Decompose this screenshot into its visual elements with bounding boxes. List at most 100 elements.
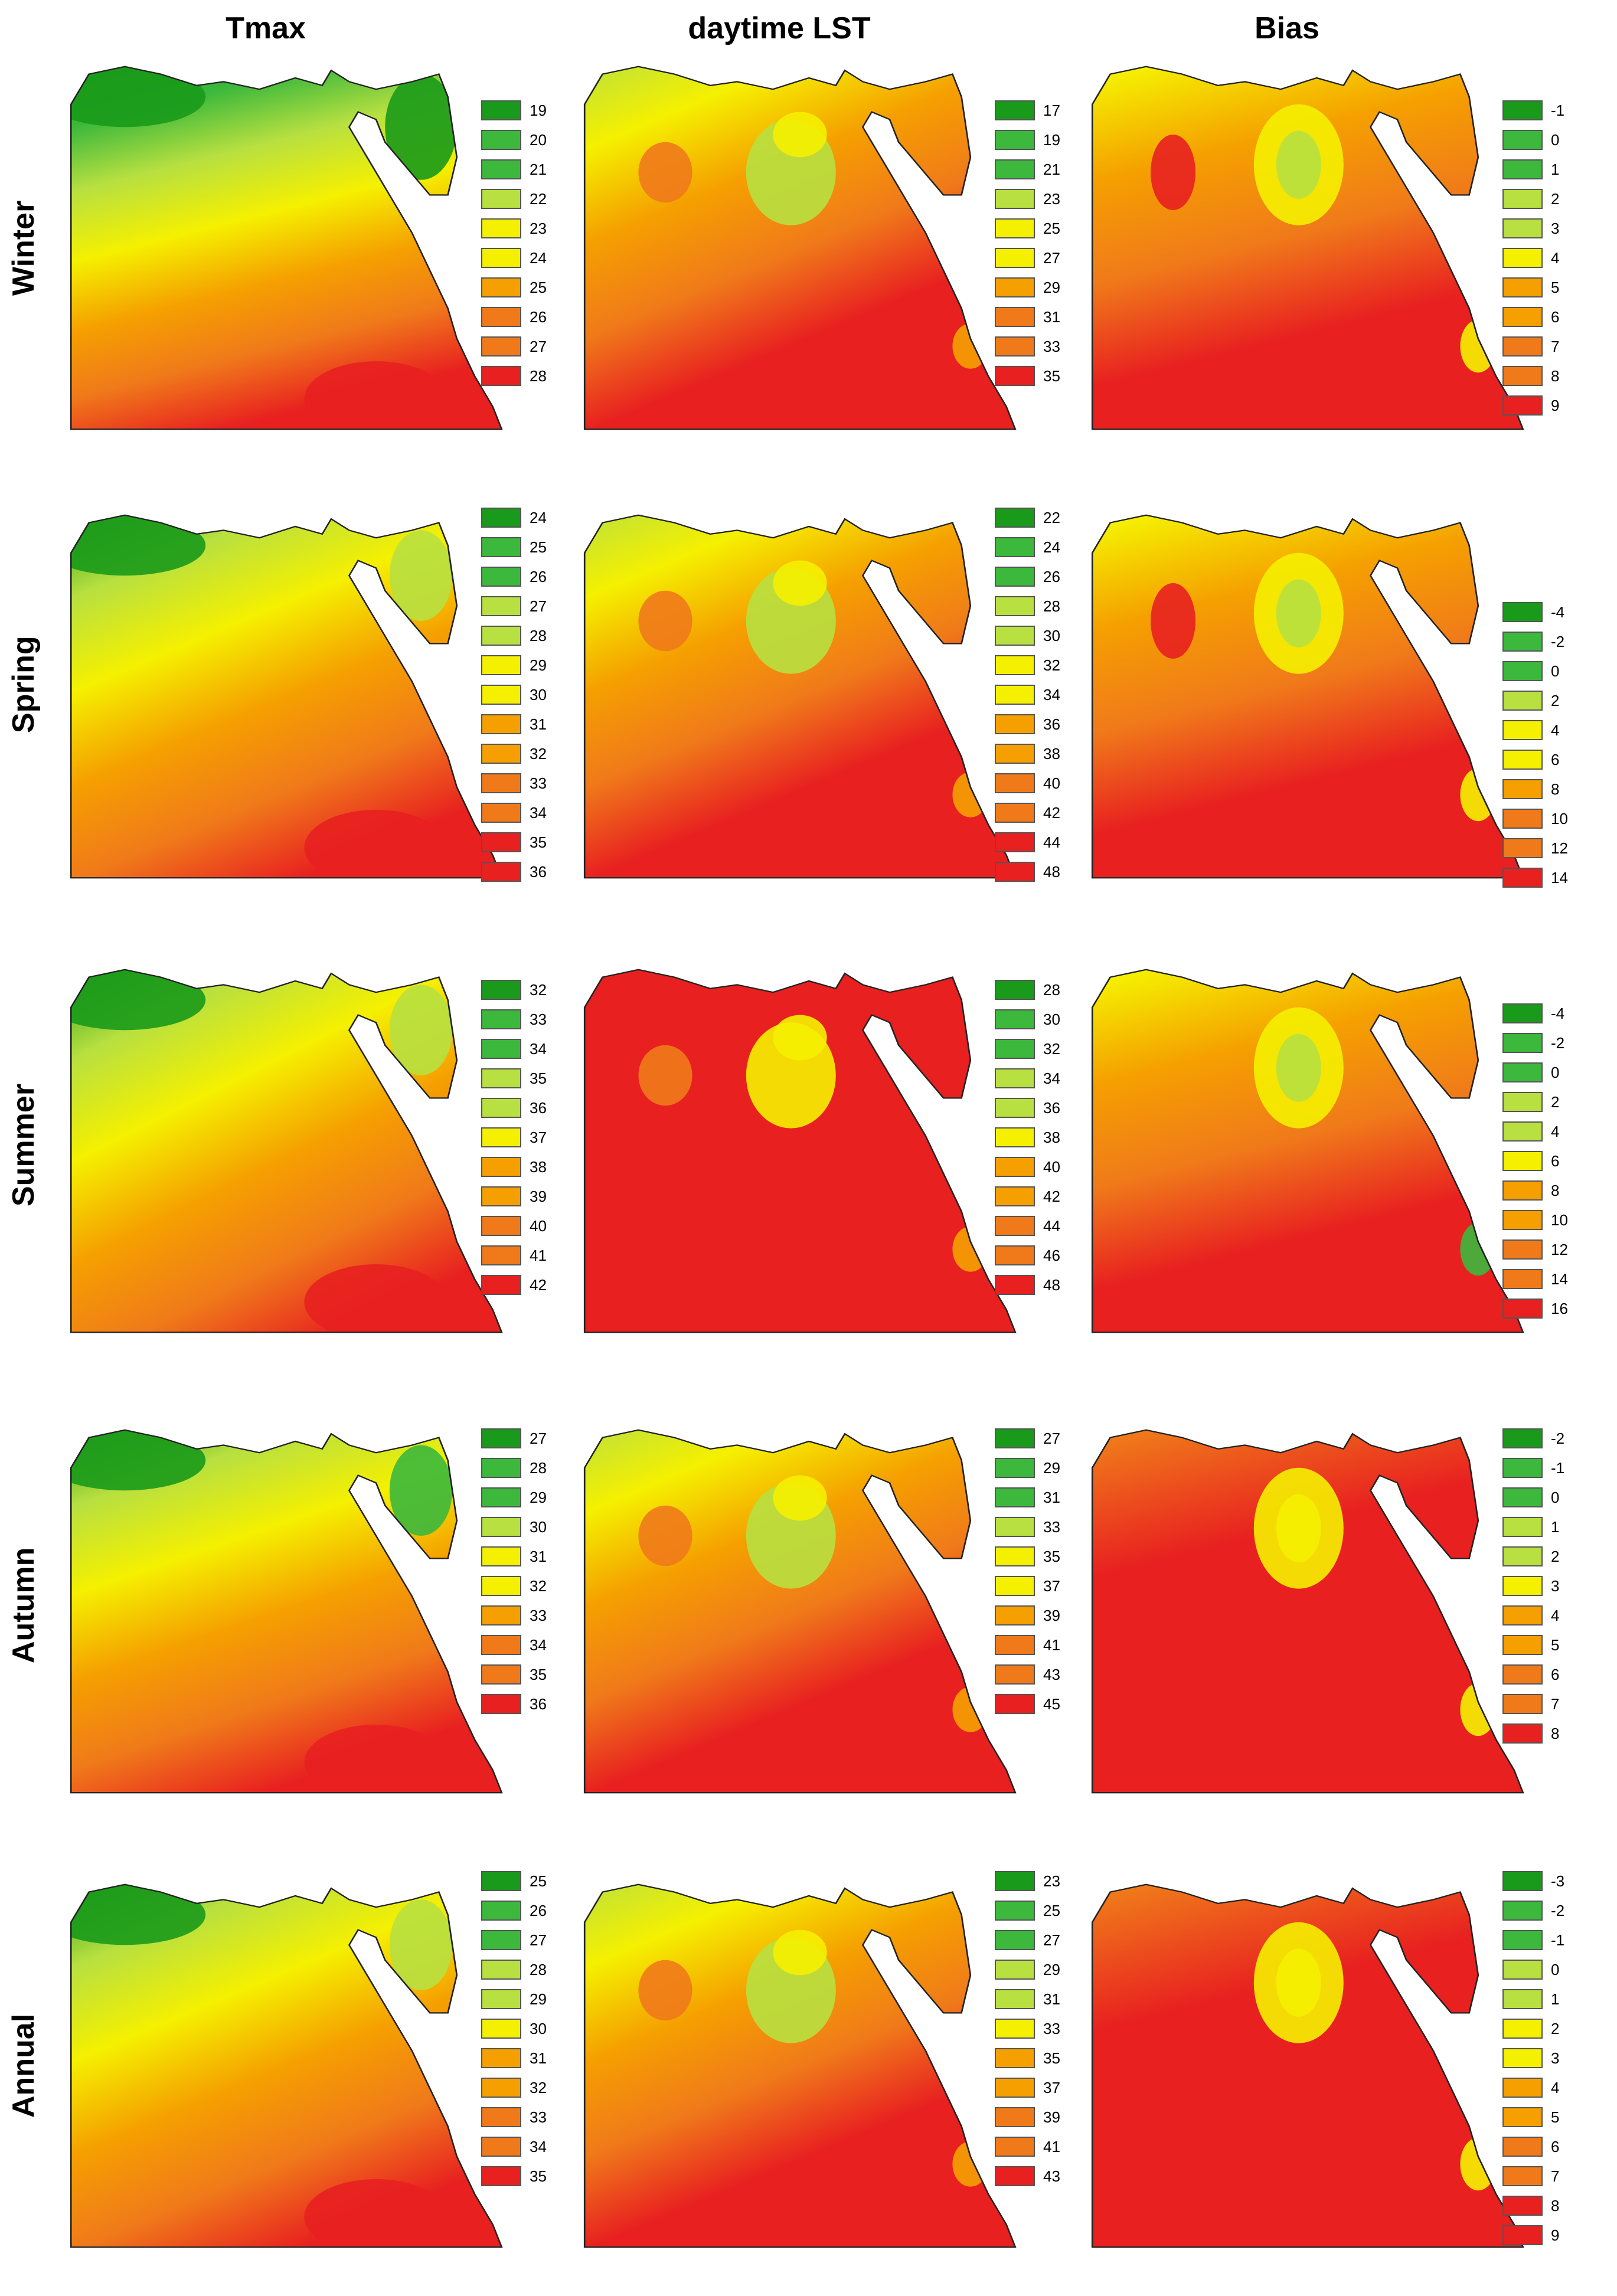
legend-swatch bbox=[995, 218, 1035, 238]
legend-swatch bbox=[995, 1009, 1035, 1029]
legend-item: 39 bbox=[481, 1186, 570, 1210]
legend-label: 22 bbox=[530, 190, 547, 208]
legend-label: 24 bbox=[1043, 538, 1060, 556]
contour-region bbox=[304, 361, 448, 430]
legend-label: -3 bbox=[1551, 1872, 1565, 1890]
map-summer-bias bbox=[1091, 969, 1524, 1333]
legend-item: 32 bbox=[481, 1576, 570, 1600]
legend-swatch bbox=[1502, 661, 1543, 681]
legend-item: 42 bbox=[995, 803, 1083, 826]
legend-swatch bbox=[995, 1930, 1035, 1950]
legend-item: 31 bbox=[481, 714, 570, 738]
legend-label: 8 bbox=[1551, 1182, 1560, 1199]
legend-label: 34 bbox=[530, 804, 547, 822]
legend-item: 26 bbox=[995, 567, 1083, 590]
contour-region bbox=[304, 810, 448, 878]
contour-region bbox=[389, 1899, 453, 1990]
legend-label: 30 bbox=[1043, 1010, 1060, 1028]
legend-label: 1 bbox=[1551, 161, 1560, 178]
legend-label: -2 bbox=[1551, 1902, 1565, 1919]
contour-region bbox=[773, 112, 827, 158]
legend-item: -4 bbox=[1502, 602, 1591, 626]
legend-swatch bbox=[481, 100, 521, 120]
legend-item: 5 bbox=[1502, 277, 1591, 301]
legend-swatch bbox=[995, 1216, 1035, 1236]
legend-label: 30 bbox=[1043, 627, 1060, 645]
legend-swatch bbox=[1502, 2107, 1543, 2127]
legend-swatch bbox=[1502, 809, 1543, 829]
country-outline bbox=[1091, 514, 1524, 879]
map-fill bbox=[1092, 515, 1523, 878]
legend-item: 34 bbox=[481, 2137, 570, 2160]
map-annual-bias bbox=[1091, 1883, 1524, 2248]
legend-label: 16 bbox=[1551, 1300, 1568, 1317]
legend-label: 21 bbox=[1043, 161, 1060, 178]
legend-swatch bbox=[481, 1960, 521, 1980]
legend-label: 28 bbox=[530, 1961, 547, 1978]
legend-label: 4 bbox=[1551, 1123, 1560, 1140]
column-title-tmax: Tmax bbox=[226, 11, 306, 45]
legend-label: 30 bbox=[530, 2020, 547, 2037]
legend-label: 9 bbox=[1551, 2226, 1560, 2244]
legend-swatch bbox=[1502, 2137, 1543, 2157]
legend-label: 30 bbox=[530, 686, 547, 704]
legend-item: 36 bbox=[481, 1694, 570, 1718]
legend-label: 8 bbox=[1551, 367, 1560, 385]
legend-swatch bbox=[481, 1458, 521, 1478]
legend-item: 37 bbox=[481, 1127, 570, 1151]
legend-label: 31 bbox=[530, 715, 547, 733]
map-fill bbox=[584, 1884, 1015, 2248]
legend-swatch bbox=[995, 1960, 1035, 1980]
legend-swatch bbox=[1502, 1694, 1543, 1714]
legend-swatch bbox=[481, 508, 521, 528]
legend-label: 6 bbox=[1551, 308, 1560, 326]
legend-swatch bbox=[1502, 100, 1543, 120]
legend-swatch bbox=[995, 714, 1035, 734]
legend-label: 39 bbox=[1043, 2108, 1060, 2126]
legend-swatch bbox=[1502, 189, 1543, 209]
legend-item: 8 bbox=[1502, 779, 1591, 803]
legend-label: 35 bbox=[530, 1069, 547, 1087]
country-outline bbox=[1091, 1883, 1524, 2248]
legend-item: 31 bbox=[481, 1546, 570, 1570]
map-annual-tmax bbox=[70, 1883, 503, 2248]
legend-swatch bbox=[995, 2137, 1035, 2157]
contour-region bbox=[389, 985, 453, 1075]
legend-label: 33 bbox=[1043, 338, 1060, 355]
legend-swatch bbox=[481, 1989, 521, 2009]
contour-region bbox=[1151, 583, 1195, 659]
legend-label: -1 bbox=[1551, 1459, 1565, 1477]
legend-swatch bbox=[481, 1576, 521, 1596]
legend-swatch bbox=[1502, 1901, 1543, 1921]
legend-swatch bbox=[481, 1487, 521, 1507]
legend-spring-daytime-lst: 22 24 26 28 30 32 34 36 38 40 42 44 48 bbox=[995, 508, 1083, 891]
legend-item: 44 bbox=[995, 832, 1083, 856]
country-outline bbox=[70, 1429, 503, 1794]
legend-item: 7 bbox=[1502, 1694, 1591, 1718]
contour-region bbox=[389, 530, 453, 621]
legend-item: 26 bbox=[481, 307, 570, 331]
legend-swatch bbox=[481, 1930, 521, 1950]
legend-label: 2 bbox=[1551, 1548, 1560, 1565]
legend-label: 27 bbox=[530, 597, 547, 615]
legend-swatch bbox=[995, 1901, 1035, 1921]
legend-swatch bbox=[1502, 1871, 1543, 1891]
legend-label: 6 bbox=[1551, 751, 1560, 768]
legend-item: 38 bbox=[995, 744, 1083, 767]
contour-region bbox=[638, 590, 692, 652]
legend-label: 40 bbox=[1043, 1158, 1060, 1176]
legend-item: 31 bbox=[995, 307, 1083, 331]
legend-swatch bbox=[995, 2019, 1035, 2039]
legend-label: 5 bbox=[1551, 1636, 1560, 1654]
map-fill bbox=[584, 969, 1015, 1333]
legend-label: 43 bbox=[1043, 2167, 1060, 2185]
legend-label: 27 bbox=[1043, 1931, 1060, 1949]
legend-item: 0 bbox=[1502, 1960, 1591, 1983]
legend-swatch bbox=[481, 626, 521, 646]
legend-swatch bbox=[1502, 1239, 1543, 1260]
legend-swatch bbox=[995, 1245, 1035, 1265]
legend-swatch bbox=[481, 685, 521, 705]
legend-item: 29 bbox=[481, 655, 570, 679]
legend-item: 9 bbox=[1502, 2225, 1591, 2249]
legend-item: 25 bbox=[481, 277, 570, 301]
